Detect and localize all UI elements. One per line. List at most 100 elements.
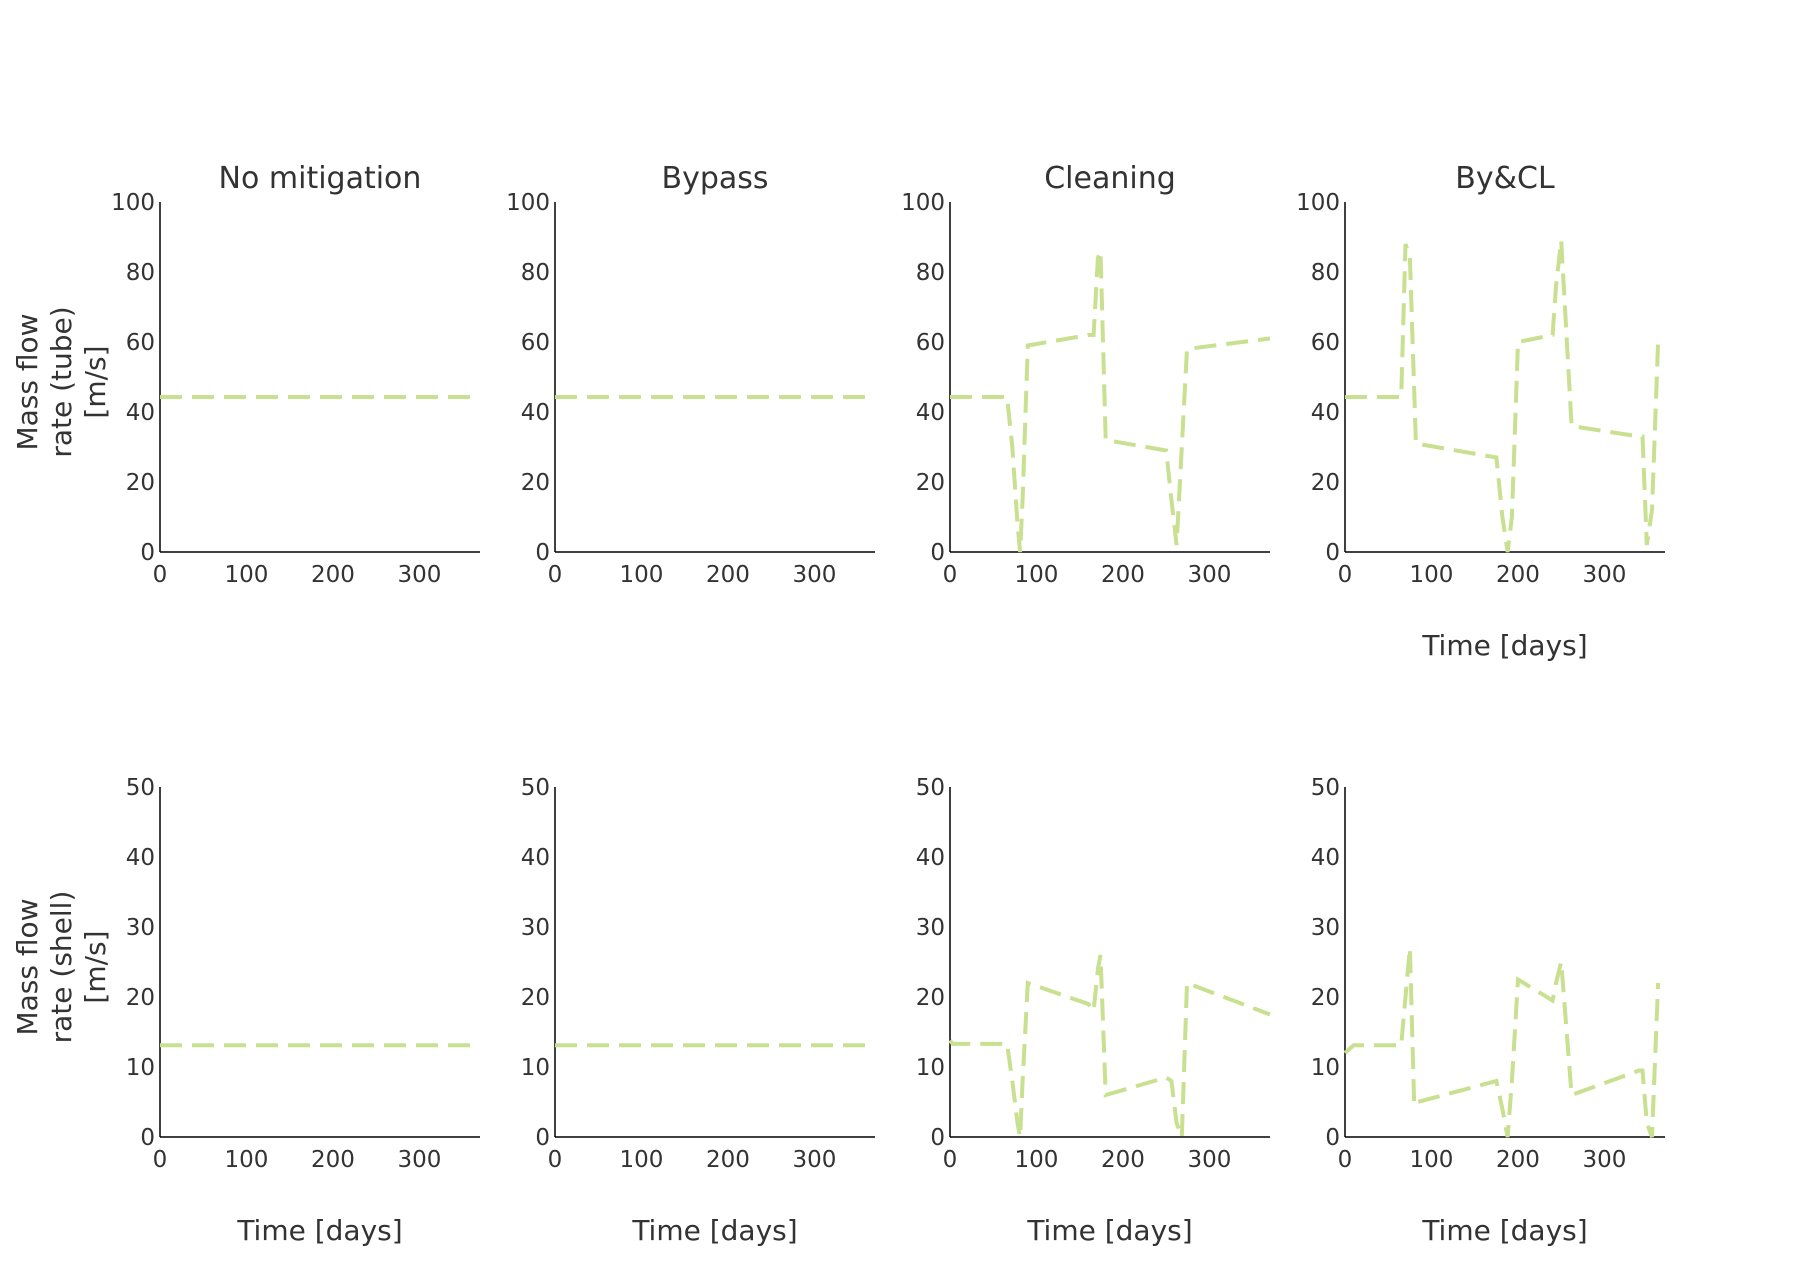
panel-r0c0-x-tick-0: 0 — [153, 562, 168, 588]
panel-r0c3-y-tick-100: 100 — [1296, 190, 1340, 216]
panel-r0c3-y-tick-20: 20 — [1311, 470, 1340, 496]
panel-r1c0-x-tick-100: 100 — [225, 1147, 269, 1173]
panel-r1c1-y-tick-40: 40 — [521, 845, 550, 871]
panel-r1c1-y-tick-50: 50 — [521, 775, 550, 801]
panel-r1c1-y-tick-20: 20 — [521, 985, 550, 1011]
panel-r0c0-y-tick-60: 60 — [126, 330, 155, 356]
panel-r0c1-x-tick-0: 0 — [548, 562, 563, 588]
panel-r0c0-x-tick-200: 200 — [311, 562, 355, 588]
panel-r0c2-series-line — [950, 250, 1271, 553]
panel-r1c0-x-tick-0: 0 — [153, 1147, 168, 1173]
panel-r0c3-y-tick-40: 40 — [1311, 400, 1340, 426]
panel-r1c1-x-tick-100: 100 — [620, 1147, 664, 1173]
panel-r0c3-y-tick-80: 80 — [1311, 260, 1340, 286]
panel-r0c1-y-tick-0: 0 — [535, 540, 550, 566]
panel-r0c3-series-line — [1345, 240, 1661, 553]
panel-r1c0-y-tick-0: 0 — [140, 1125, 155, 1151]
panel-r1c3-y-tick-50: 50 — [1311, 775, 1340, 801]
panel-r1c3-series-line — [1343, 947, 1661, 1138]
panel-r1c1-y-tick-10: 10 — [521, 1055, 550, 1081]
panel-r0c2-y-tick-0: 0 — [930, 540, 945, 566]
panel-r0c0-title: No mitigation — [219, 161, 422, 196]
panel-r1c3-x-tick-0: 0 — [1338, 1147, 1353, 1173]
panel-r1c2-y-tick-20: 20 — [916, 985, 945, 1011]
panel-r1c2-x-tick-100: 100 — [1015, 1147, 1059, 1173]
panel-r1c0-x-label: Time [days] — [236, 1214, 402, 1247]
row-0-y-label-line: [m/s] — [79, 345, 112, 418]
panel-r0c0-x-tick-300: 300 — [398, 562, 442, 588]
panel-r0c0-x-tick-100: 100 — [225, 562, 269, 588]
panel-r1c1-y-tick-0: 0 — [535, 1125, 550, 1151]
panel-r1c2-y-tick-50: 50 — [916, 775, 945, 801]
panel-r0c3-x-tick-200: 200 — [1496, 562, 1540, 588]
panel-r0c2-x-tick-300: 300 — [1188, 562, 1232, 588]
panel-r0c3-y-tick-0: 0 — [1325, 540, 1340, 566]
panel-r1c2-x-tick-200: 200 — [1101, 1147, 1145, 1173]
row-0-y-label: Mass flowrate (tube)[m/s] — [11, 306, 112, 457]
panel-r1c2-x-tick-0: 0 — [943, 1147, 958, 1173]
panel-r0c1-y-tick-100: 100 — [506, 190, 550, 216]
panel-r0c2-y-tick-80: 80 — [916, 260, 945, 286]
panel-r0c3-x-label: Time [days] — [1421, 629, 1587, 662]
panel-r1c3-y-tick-30: 30 — [1311, 915, 1340, 941]
panel-r0c2-y-tick-20: 20 — [916, 470, 945, 496]
row-1-y-label-line: [m/s] — [79, 930, 112, 1003]
panel-r1c2-y-tick-40: 40 — [916, 845, 945, 871]
panel-r0c2-x-tick-200: 200 — [1101, 562, 1145, 588]
panel-r1c1-x-tick-0: 0 — [548, 1147, 563, 1173]
panel-r0c1-y-tick-80: 80 — [521, 260, 550, 286]
row-1-y-label-line: Mass flow — [11, 898, 44, 1035]
panel-r1c3-x-tick-200: 200 — [1496, 1147, 1540, 1173]
panel-r1c3-y-tick-20: 20 — [1311, 985, 1340, 1011]
row-0-y-label-line: rate (tube) — [45, 306, 78, 457]
panel-r1c2-series-line — [948, 954, 1271, 1138]
panel-r1c2-y-tick-0: 0 — [930, 1125, 945, 1151]
panel-r1c0-y-tick-30: 30 — [126, 915, 155, 941]
panel-r1c2-y-tick-30: 30 — [916, 915, 945, 941]
panel-r1c2-x-label: Time [days] — [1026, 1214, 1192, 1247]
row-0-y-label-line: Mass flow — [11, 313, 44, 450]
panel-r0c2-x-tick-0: 0 — [943, 562, 958, 588]
panel-r1c0-x-tick-200: 200 — [311, 1147, 355, 1173]
panel-r0c0-y-tick-20: 20 — [126, 470, 155, 496]
panel-r0c0-y-tick-80: 80 — [126, 260, 155, 286]
panel-r0c2-y-tick-100: 100 — [901, 190, 945, 216]
panel-r0c0-y-tick-0: 0 — [140, 540, 155, 566]
panel-r1c3-x-label: Time [days] — [1421, 1214, 1587, 1247]
panel-r0c0-y-tick-100: 100 — [111, 190, 155, 216]
panel-r1c2-y-tick-10: 10 — [916, 1055, 945, 1081]
panel-r0c2-title: Cleaning — [1044, 161, 1176, 196]
panel-r0c2-x-tick-100: 100 — [1015, 562, 1059, 588]
panel-r1c2-x-tick-300: 300 — [1188, 1147, 1232, 1173]
panel-r1c0-y-tick-50: 50 — [126, 775, 155, 801]
panel-r0c3-x-tick-300: 300 — [1583, 562, 1627, 588]
panel-r0c3-title: By&CL — [1455, 161, 1555, 196]
panel-r0c2-y-tick-40: 40 — [916, 400, 945, 426]
panel-r1c3-y-tick-10: 10 — [1311, 1055, 1340, 1081]
panel-r0c0-y-tick-40: 40 — [126, 400, 155, 426]
panel-r1c1-x-label: Time [days] — [631, 1214, 797, 1247]
panel-r1c0-y-tick-20: 20 — [126, 985, 155, 1011]
panel-r0c1-y-tick-20: 20 — [521, 470, 550, 496]
panel-r1c0-y-tick-40: 40 — [126, 845, 155, 871]
panel-r1c3-y-tick-0: 0 — [1325, 1125, 1340, 1151]
panel-r1c3-y-tick-40: 40 — [1311, 845, 1340, 871]
panel-r1c1-x-tick-200: 200 — [706, 1147, 750, 1173]
panel-r1c1-y-tick-30: 30 — [521, 915, 550, 941]
panel-r0c1-x-tick-100: 100 — [620, 562, 664, 588]
panel-r0c3-x-tick-0: 0 — [1338, 562, 1353, 588]
panel-r0c1-y-tick-60: 60 — [521, 330, 550, 356]
panel-r0c1-x-tick-200: 200 — [706, 562, 750, 588]
panel-r0c1-y-tick-40: 40 — [521, 400, 550, 426]
panel-r1c1-x-tick-300: 300 — [793, 1147, 837, 1173]
panel-r0c3-x-tick-100: 100 — [1410, 562, 1454, 588]
panel-r0c3-y-tick-60: 60 — [1311, 330, 1340, 356]
panel-r0c1-title: Bypass — [661, 161, 768, 196]
row-1-y-label-line: rate (shell) — [45, 891, 78, 1044]
row-1-y-label: Mass flowrate (shell)[m/s] — [11, 891, 112, 1044]
panel-r0c1-x-tick-300: 300 — [793, 562, 837, 588]
panel-r1c3-x-tick-100: 100 — [1410, 1147, 1454, 1173]
panel-r1c0-x-tick-300: 300 — [398, 1147, 442, 1173]
panel-r1c0-y-tick-10: 10 — [126, 1055, 155, 1081]
